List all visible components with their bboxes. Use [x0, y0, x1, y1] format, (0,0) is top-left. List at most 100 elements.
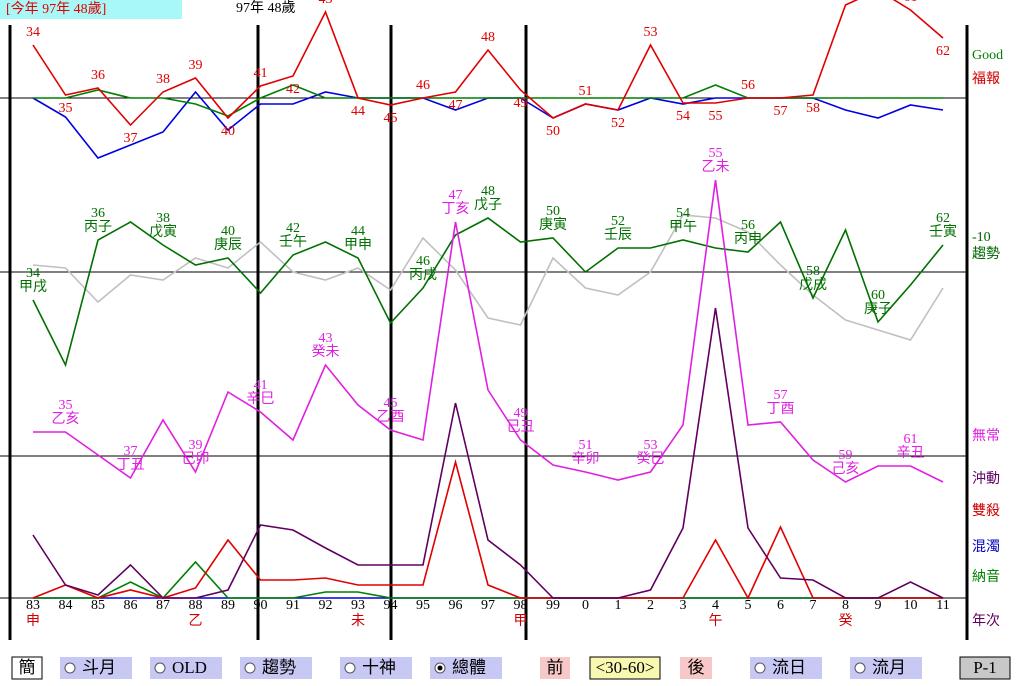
right-label: Good — [972, 48, 1003, 63]
point-ganzhi: 乙亥 — [52, 411, 80, 427]
point-ganzhi: 甲申 — [344, 237, 372, 253]
point-ganzhi: 己亥 — [832, 461, 860, 477]
point-label: 49 — [514, 96, 528, 111]
series-line — [32, 217, 944, 368]
point-label: 35 — [59, 101, 73, 116]
point-ganzhi: 壬寅 — [929, 223, 957, 240]
point-label: 44 — [351, 104, 365, 119]
button[interactable]: 前 — [540, 657, 570, 679]
point-ganzhi: 丙戌 — [409, 267, 437, 283]
right-label: 趨勢 — [972, 246, 1000, 262]
button-label: 斗月 — [82, 658, 116, 677]
button-label: 前 — [547, 658, 564, 677]
x-label: 85 — [91, 598, 105, 613]
right-label: 納音 — [972, 568, 1000, 585]
point-label: 53 — [644, 25, 658, 40]
x-label: 98 — [514, 598, 528, 613]
radio — [344, 662, 356, 674]
button-face — [150, 657, 222, 679]
button[interactable]: 斗月 — [60, 657, 132, 679]
point-age: 41 — [254, 378, 268, 393]
radio — [244, 662, 256, 674]
point-ganzhi: 辛卯 — [572, 451, 600, 467]
point-age: 61 — [904, 432, 918, 447]
point-ganzhi: 丙子 — [84, 219, 112, 235]
branch-label: 午 — [709, 613, 723, 629]
button-face — [540, 657, 570, 679]
radio — [754, 662, 766, 674]
series-line — [32, 214, 944, 341]
series-line — [33, 179, 944, 483]
right-label: 無常 — [972, 428, 1000, 444]
branch-label: 申 — [26, 613, 40, 629]
point-label: 43 — [319, 0, 333, 7]
x-label: 93 — [351, 598, 365, 613]
button[interactable]: <30-60> — [589, 656, 661, 680]
button[interactable]: 簡 — [11, 656, 43, 680]
button-face — [240, 657, 312, 679]
year-label: [今年 97年 48歲] — [6, 1, 106, 17]
point-label: 51 — [579, 84, 593, 99]
button[interactable]: 流月 — [850, 657, 922, 679]
button-face — [589, 656, 661, 680]
radio — [854, 662, 866, 674]
button[interactable]: 流日 — [750, 657, 822, 679]
point-age: 42 — [286, 221, 300, 236]
x-label: 9 — [875, 598, 882, 613]
point-age: 58 — [806, 264, 820, 279]
point-age: 54 — [676, 206, 690, 221]
button[interactable]: OLD — [150, 657, 222, 679]
x-label: 10 — [904, 598, 918, 613]
button[interactable]: 總體 — [430, 657, 502, 679]
branch-label: 未 — [351, 613, 365, 629]
branch-label: 甲 — [514, 614, 528, 629]
x-label: 8 — [842, 598, 849, 613]
point-age: 36 — [91, 206, 105, 221]
button-face — [850, 657, 922, 679]
x-label: 89 — [221, 598, 235, 613]
x-label: 96 — [449, 598, 463, 613]
point-age: 59 — [839, 448, 853, 463]
point-ganzhi: 丁酉 — [767, 402, 795, 417]
point-label: 37 — [124, 131, 138, 146]
button[interactable]: 趨勢 — [240, 657, 312, 679]
point-age: 45 — [384, 396, 398, 411]
point-age: 38 — [156, 211, 170, 226]
point-ganzhi: 丙申 — [734, 231, 762, 247]
button[interactable]: 十神 — [340, 657, 412, 679]
button-label: P-1 — [973, 658, 997, 677]
x-label: 88 — [189, 598, 203, 613]
button-label: 總體 — [452, 658, 486, 677]
point-ganzhi: 丁丑 — [117, 458, 145, 473]
point-age: 34 — [26, 266, 40, 281]
button[interactable]: P-1 — [959, 656, 1011, 680]
button[interactable]: 後 — [680, 657, 712, 679]
point-ganzhi: 己卯 — [182, 451, 210, 467]
point-age: 49 — [514, 406, 528, 421]
point-age: 37 — [124, 444, 138, 459]
point-age: 60 — [871, 288, 885, 303]
x-label: 3 — [680, 598, 687, 613]
right-label: 沖動 — [972, 471, 1000, 487]
point-label: 54 — [676, 109, 690, 124]
button-face — [60, 657, 132, 679]
button-face — [11, 656, 43, 680]
radio — [64, 662, 76, 674]
point-ganzhi: 癸巳 — [637, 451, 665, 467]
right-label: 混濁 — [972, 539, 1000, 555]
point-age: 48 — [481, 184, 495, 199]
point-label: 38 — [156, 72, 170, 87]
point-age: 62 — [936, 211, 950, 226]
branch-label: 癸 — [839, 613, 853, 629]
point-ganzhi: 丁亥 — [442, 201, 470, 217]
point-label: 40 — [221, 124, 235, 139]
point-age: 40 — [221, 224, 235, 239]
series-line — [32, 307, 944, 599]
button-label: 趨勢 — [262, 658, 296, 677]
point-label: 42 — [286, 82, 300, 97]
point-label: 62 — [936, 44, 950, 59]
radio — [154, 662, 166, 674]
point-age: 51 — [579, 438, 593, 453]
point-label: 36 — [91, 68, 105, 83]
x-label: 97 — [481, 598, 495, 613]
